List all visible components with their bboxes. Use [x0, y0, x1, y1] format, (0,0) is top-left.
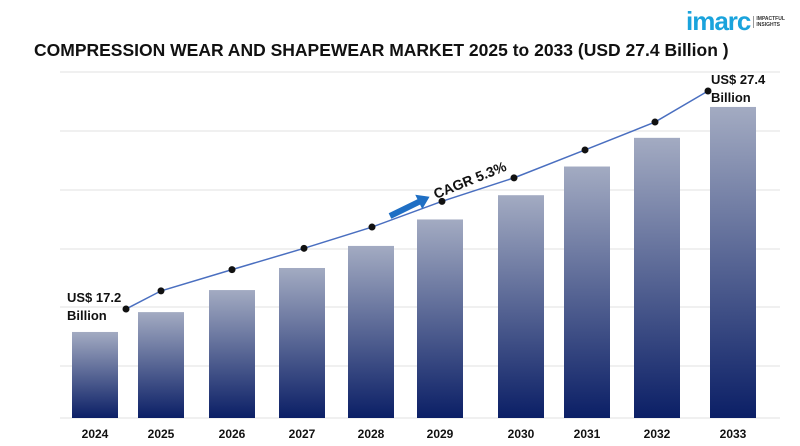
start-label-2: Billion [67, 308, 107, 323]
bar-2033 [710, 106, 756, 418]
x-tick-label: 2024 [82, 427, 109, 441]
logo-word: imarc [686, 6, 751, 36]
bar-2028 [348, 245, 394, 418]
x-tick-label: 2029 [427, 427, 454, 441]
trend-point [704, 87, 712, 95]
bar-2025 [138, 312, 184, 418]
bar-2024 [72, 331, 118, 418]
bar-2031 [564, 166, 610, 418]
chart-title: COMPRESSION WEAR AND SHAPEWEAR MARKET 20… [34, 40, 729, 60]
trend-point [368, 223, 376, 231]
trend-point [438, 197, 446, 205]
trend-point [122, 305, 130, 313]
bar-2026 [209, 290, 255, 418]
cagr-label: CAGR 5.3% [431, 158, 509, 202]
x-tick-label: 2030 [508, 427, 535, 441]
bar-2030 [498, 195, 544, 418]
logo-tagline: IMPACTFUL INSIGHTS [753, 15, 785, 28]
trend-point [157, 287, 165, 295]
x-tick-label: 2028 [358, 427, 385, 441]
bar-2032 [634, 137, 680, 418]
x-tick-label: 2032 [644, 427, 671, 441]
trend-point [581, 146, 589, 154]
logo-tagline-1: IMPACTFUL [756, 15, 785, 22]
trend-point [228, 266, 236, 274]
trend-point [510, 174, 518, 182]
trend-line [125, 90, 709, 310]
logo-tagline-2: INSIGHTS [756, 21, 781, 28]
trend-point [300, 244, 308, 252]
bar-2029 [417, 219, 463, 418]
start-label-1: US$ 17.2 [67, 290, 121, 305]
trend-point [651, 118, 659, 126]
end-label-1: US$ 27.4 [711, 72, 766, 87]
bar-2027 [279, 267, 325, 418]
x-tick-label: 2026 [219, 427, 246, 441]
x-tick-label: 2025 [148, 427, 175, 441]
x-tick-label: 2027 [289, 427, 316, 441]
imarc-logo: imarc IMPACTFUL INSIGHTS [686, 6, 785, 37]
x-tick-label: 2031 [574, 427, 601, 441]
cagr-arrow-icon [388, 194, 430, 219]
x-tick-label: 2033 [720, 427, 747, 441]
end-label-2: Billion [711, 90, 751, 105]
